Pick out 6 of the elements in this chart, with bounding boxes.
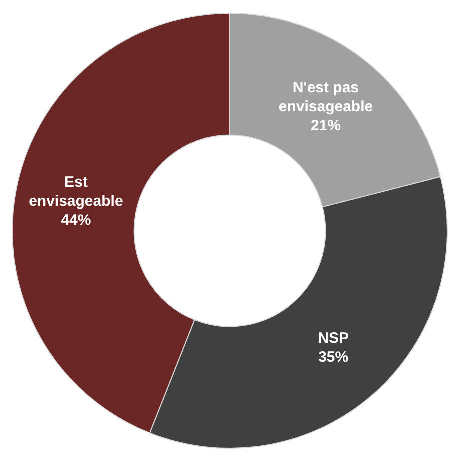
data-label: 35% [318, 349, 349, 366]
data-label: 21% [310, 117, 341, 134]
slice-label: Est envisageable [29, 174, 124, 210]
data-label: 44% [61, 212, 92, 229]
slice-label: N'est pas envisageable [278, 79, 374, 116]
slice-label: NSP [318, 330, 349, 348]
